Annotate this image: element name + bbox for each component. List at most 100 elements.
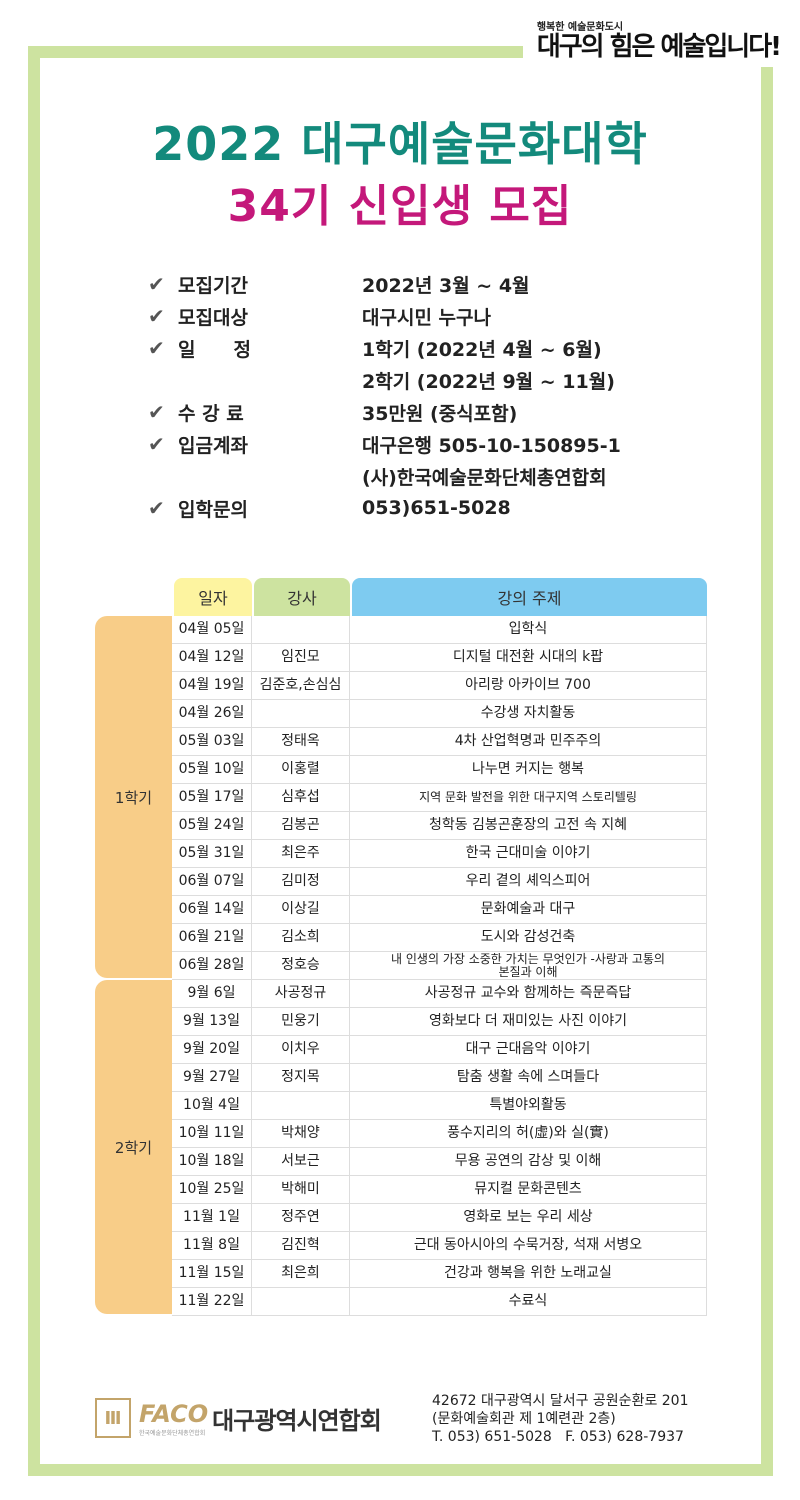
cell-instructor [252,700,350,727]
poster-frame [28,46,773,1476]
cell-date: 04월 05일 [172,616,252,643]
cell-date: 04월 19일 [172,672,252,699]
cell-topic: 특별야외활동 [350,1092,707,1119]
logo-subtext: 한국예술문화단체총연합회 [139,1429,206,1437]
table-row: 11월 8일 김진혁 근대 동아시아의 수묵거장, 석재 서병오 [172,1232,707,1260]
table-row: 11월 15일 최은희 건강과 행복을 위한 노래교실 [172,1260,707,1288]
info-value: 35만원 (중식포함) [362,402,518,425]
cell-instructor [252,616,350,643]
table-row: 9월 27일 정지목 탐춤 생활 속에 스며들다 [172,1064,707,1092]
table-row: 05월 10일 이홍렬 나누면 커지는 행복 [172,756,707,784]
cell-date: 04월 26일 [172,700,252,727]
cell-date: 11월 1일 [172,1204,252,1231]
cell-instructor: 김진혁 [252,1232,350,1259]
info-value: 대구은행 505-10-150895-1 [362,434,621,457]
cell-instructor: 이치우 [252,1036,350,1063]
cell-topic: 영화보다 더 재미있는 사진 이야기 [350,1008,707,1035]
cell-date: 06월 14일 [172,896,252,923]
cell-topic: 입학식 [350,616,707,643]
table-row: 10월 4일 특별야외활동 [172,1092,707,1120]
cell-instructor: 임진모 [252,644,350,671]
table-row: 9월 6일 사공정규 사공정규 교수와 함께하는 즉문즉답 [172,980,707,1008]
table-header: 일자 강사 강의 주제 [95,578,707,616]
cell-topic: 문화예술과 대구 [350,896,707,923]
checkmark-icon: ✔ [148,432,165,456]
table-row: 05월 17일 심후섭 지역 문화 발전을 위한 대구지역 스토리텔링 [172,784,707,812]
cell-topic: 아리랑 아카이브 700 [350,672,707,699]
table-row: 04월 05일 입학식 [172,616,707,644]
cell-date: 9월 13일 [172,1008,252,1035]
info-value: (사)한국예술문화단체총연합회 [362,466,607,489]
info-row: (사)한국예술문화단체총연합회 [148,460,708,492]
info-value: 053)651-5028 [362,497,511,519]
cell-topic: 한국 근대미술 이야기 [350,840,707,867]
cell-instructor [252,1092,350,1119]
org-name: 대구광역시연합회 [212,1406,382,1435]
cell-instructor: 정태옥 [252,728,350,755]
info-label: 모집대상 [178,306,248,329]
title-line2: 34기 신입생 모집 [227,181,573,232]
table-row: 11월 1일 정주연 영화로 보는 우리 세상 [172,1204,707,1232]
cell-topic: 무용 공연의 감상 및 이해 [350,1148,707,1175]
table-row: 06월 28일 정호승 내 인생의 가장 소중한 가치는 무엇인가 -사랑과 고… [172,952,707,980]
info-row: ✔ 모집대상 대구시민 누구나 [148,300,708,332]
table-row: 10월 11일 박채양 풍수지리의 허(虛)와 실(實) [172,1120,707,1148]
cell-instructor: 김봉곤 [252,812,350,839]
semester-block: 2학기 9월 6일 사공정규 사공정규 교수와 함께하는 즉문즉답 9월 13일… [95,980,707,1316]
cell-instructor: 정지목 [252,1064,350,1091]
checkmark-icon: ✔ [148,400,165,424]
cell-date: 05월 03일 [172,728,252,755]
footer-logo: Ⅲ FACO 한국예술문화단체총연합회 대구광역시연합회 [95,1398,382,1438]
cell-topic: 건강과 행복을 위한 노래교실 [350,1260,707,1287]
cell-date: 11월 15일 [172,1260,252,1287]
cell-instructor: 심후섭 [252,784,350,811]
cell-topic: 풍수지리의 허(虛)와 실(實) [350,1120,707,1147]
table-row: 10월 25일 박해미 뮤지컬 문화콘텐츠 [172,1176,707,1204]
table-row: 06월 14일 이상길 문화예술과 대구 [172,896,707,924]
cell-instructor: 박채양 [252,1120,350,1147]
cell-instructor: 서보근 [252,1148,350,1175]
checkmark-icon: ✔ [148,272,165,296]
info-label: 입금계좌 [178,434,248,457]
cell-topic: 근대 동아시아의 수묵거장, 석재 서병오 [350,1232,707,1259]
cell-topic: 대구 근대음악 이야기 [350,1036,707,1063]
faco-logo-icon: Ⅲ [95,1398,131,1438]
cell-instructor: 김미정 [252,868,350,895]
table-row: 05월 24일 김봉곤 청학동 김봉곤훈장의 고전 속 지혜 [172,812,707,840]
info-value: 2학기 (2022년 9월 ~ 11월) [362,370,615,393]
info-label: 모집기간 [178,274,248,297]
checkmark-icon: ✔ [148,336,165,360]
table-row: 04월 19일 김준호,손심심 아리랑 아카이브 700 [172,672,707,700]
semester-block: 1학기 04월 05일 입학식 04월 12일 임진모 디지털 대전환 시대의 … [95,616,707,980]
cell-date: 11월 8일 [172,1232,252,1259]
table-row: 04월 26일 수강생 자치활동 [172,700,707,728]
cell-instructor: 사공정규 [252,980,350,1007]
cell-topic: 수료식 [350,1288,707,1315]
cell-date: 06월 07일 [172,868,252,895]
header-topic: 강의 주제 [352,578,707,616]
cell-instructor: 김소희 [252,924,350,951]
cell-date: 9월 27일 [172,1064,252,1091]
phone-fax: T. 053) 651-5028 F. 053) 628-7937 [432,1429,684,1445]
table-row: 06월 07일 김미정 우리 곁의 셰익스피어 [172,868,707,896]
info-row: 2학기 (2022년 9월 ~ 11월) [148,364,708,396]
semester-label: 1학기 [95,616,172,978]
cell-topic: 나누면 커지는 행복 [350,756,707,783]
cell-instructor: 이홍렬 [252,756,350,783]
cell-date: 05월 24일 [172,812,252,839]
schedule-table: 일자 강사 강의 주제 1학기 04월 05일 입학식 04월 12일 임진모 … [95,578,707,1316]
cell-instructor: 김준호,손심심 [252,672,350,699]
info-value: 1학기 (2022년 4월 ~ 6월) [362,338,602,361]
cell-instructor: 박해미 [252,1176,350,1203]
logo-text: FACO [139,1399,209,1428]
footer-address: 42672 대구광역시 달서구 공원순환로 201 (문화예술회관 제 1예련관… [432,1392,689,1446]
cell-date: 10월 25일 [172,1176,252,1203]
checkmark-icon: ✔ [148,496,165,520]
cell-date: 10월 4일 [172,1092,252,1119]
info-value: 2022년 3월 ~ 4월 [362,274,530,297]
header-instructor: 강사 [254,578,350,616]
cell-date: 10월 11일 [172,1120,252,1147]
table-row: 9월 13일 민웅기 영화보다 더 재미있는 사진 이야기 [172,1008,707,1036]
table-row: 10월 18일 서보근 무용 공연의 감상 및 이해 [172,1148,707,1176]
address-line1: 42672 대구광역시 달서구 공원순환로 201 [432,1393,689,1409]
